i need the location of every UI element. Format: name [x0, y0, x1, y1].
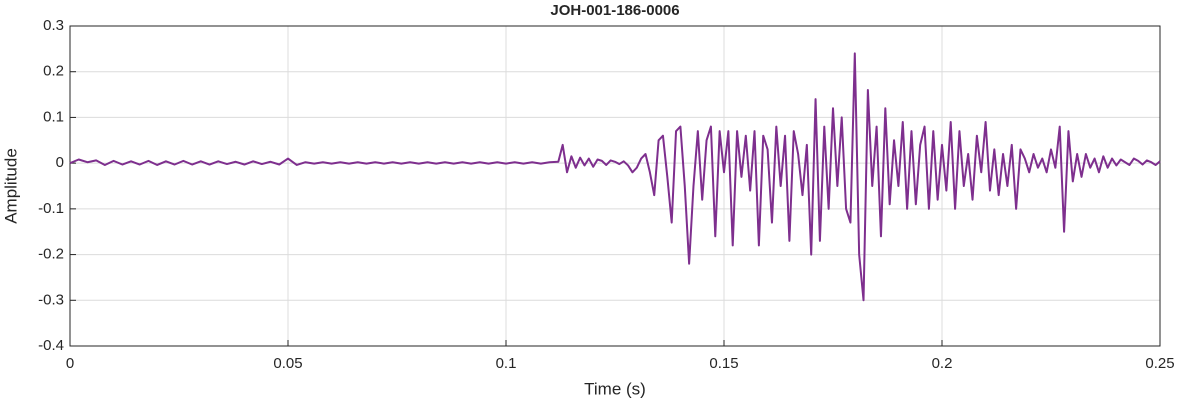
y-tick-label: 0	[56, 154, 64, 171]
y-tick-label: -0.3	[38, 291, 64, 308]
x-tick-label: 0.25	[1145, 355, 1174, 372]
x-tick-label: 0	[66, 355, 74, 372]
y-tick-label: 0.2	[43, 63, 64, 80]
x-axis-label: Time (s)	[584, 379, 646, 398]
x-tick-label: 0.2	[932, 355, 953, 372]
y-tick-label: 0.1	[43, 108, 64, 125]
y-tick-label: -0.2	[38, 246, 64, 263]
y-tick-label: -0.1	[38, 200, 64, 217]
y-tick-label: -0.4	[38, 337, 64, 354]
x-tick-label: 0.05	[273, 355, 302, 372]
waveform-line	[69, 52, 1161, 302]
y-tick-label: 0.3	[43, 17, 64, 34]
x-tick-label: 0.1	[496, 355, 517, 372]
y-axis-label: Amplitude	[1, 148, 20, 224]
chart-title: JOH-001-186-0006	[550, 2, 679, 19]
x-tick-label: 0.15	[709, 355, 738, 372]
plot-frame	[69, 25, 1161, 347]
